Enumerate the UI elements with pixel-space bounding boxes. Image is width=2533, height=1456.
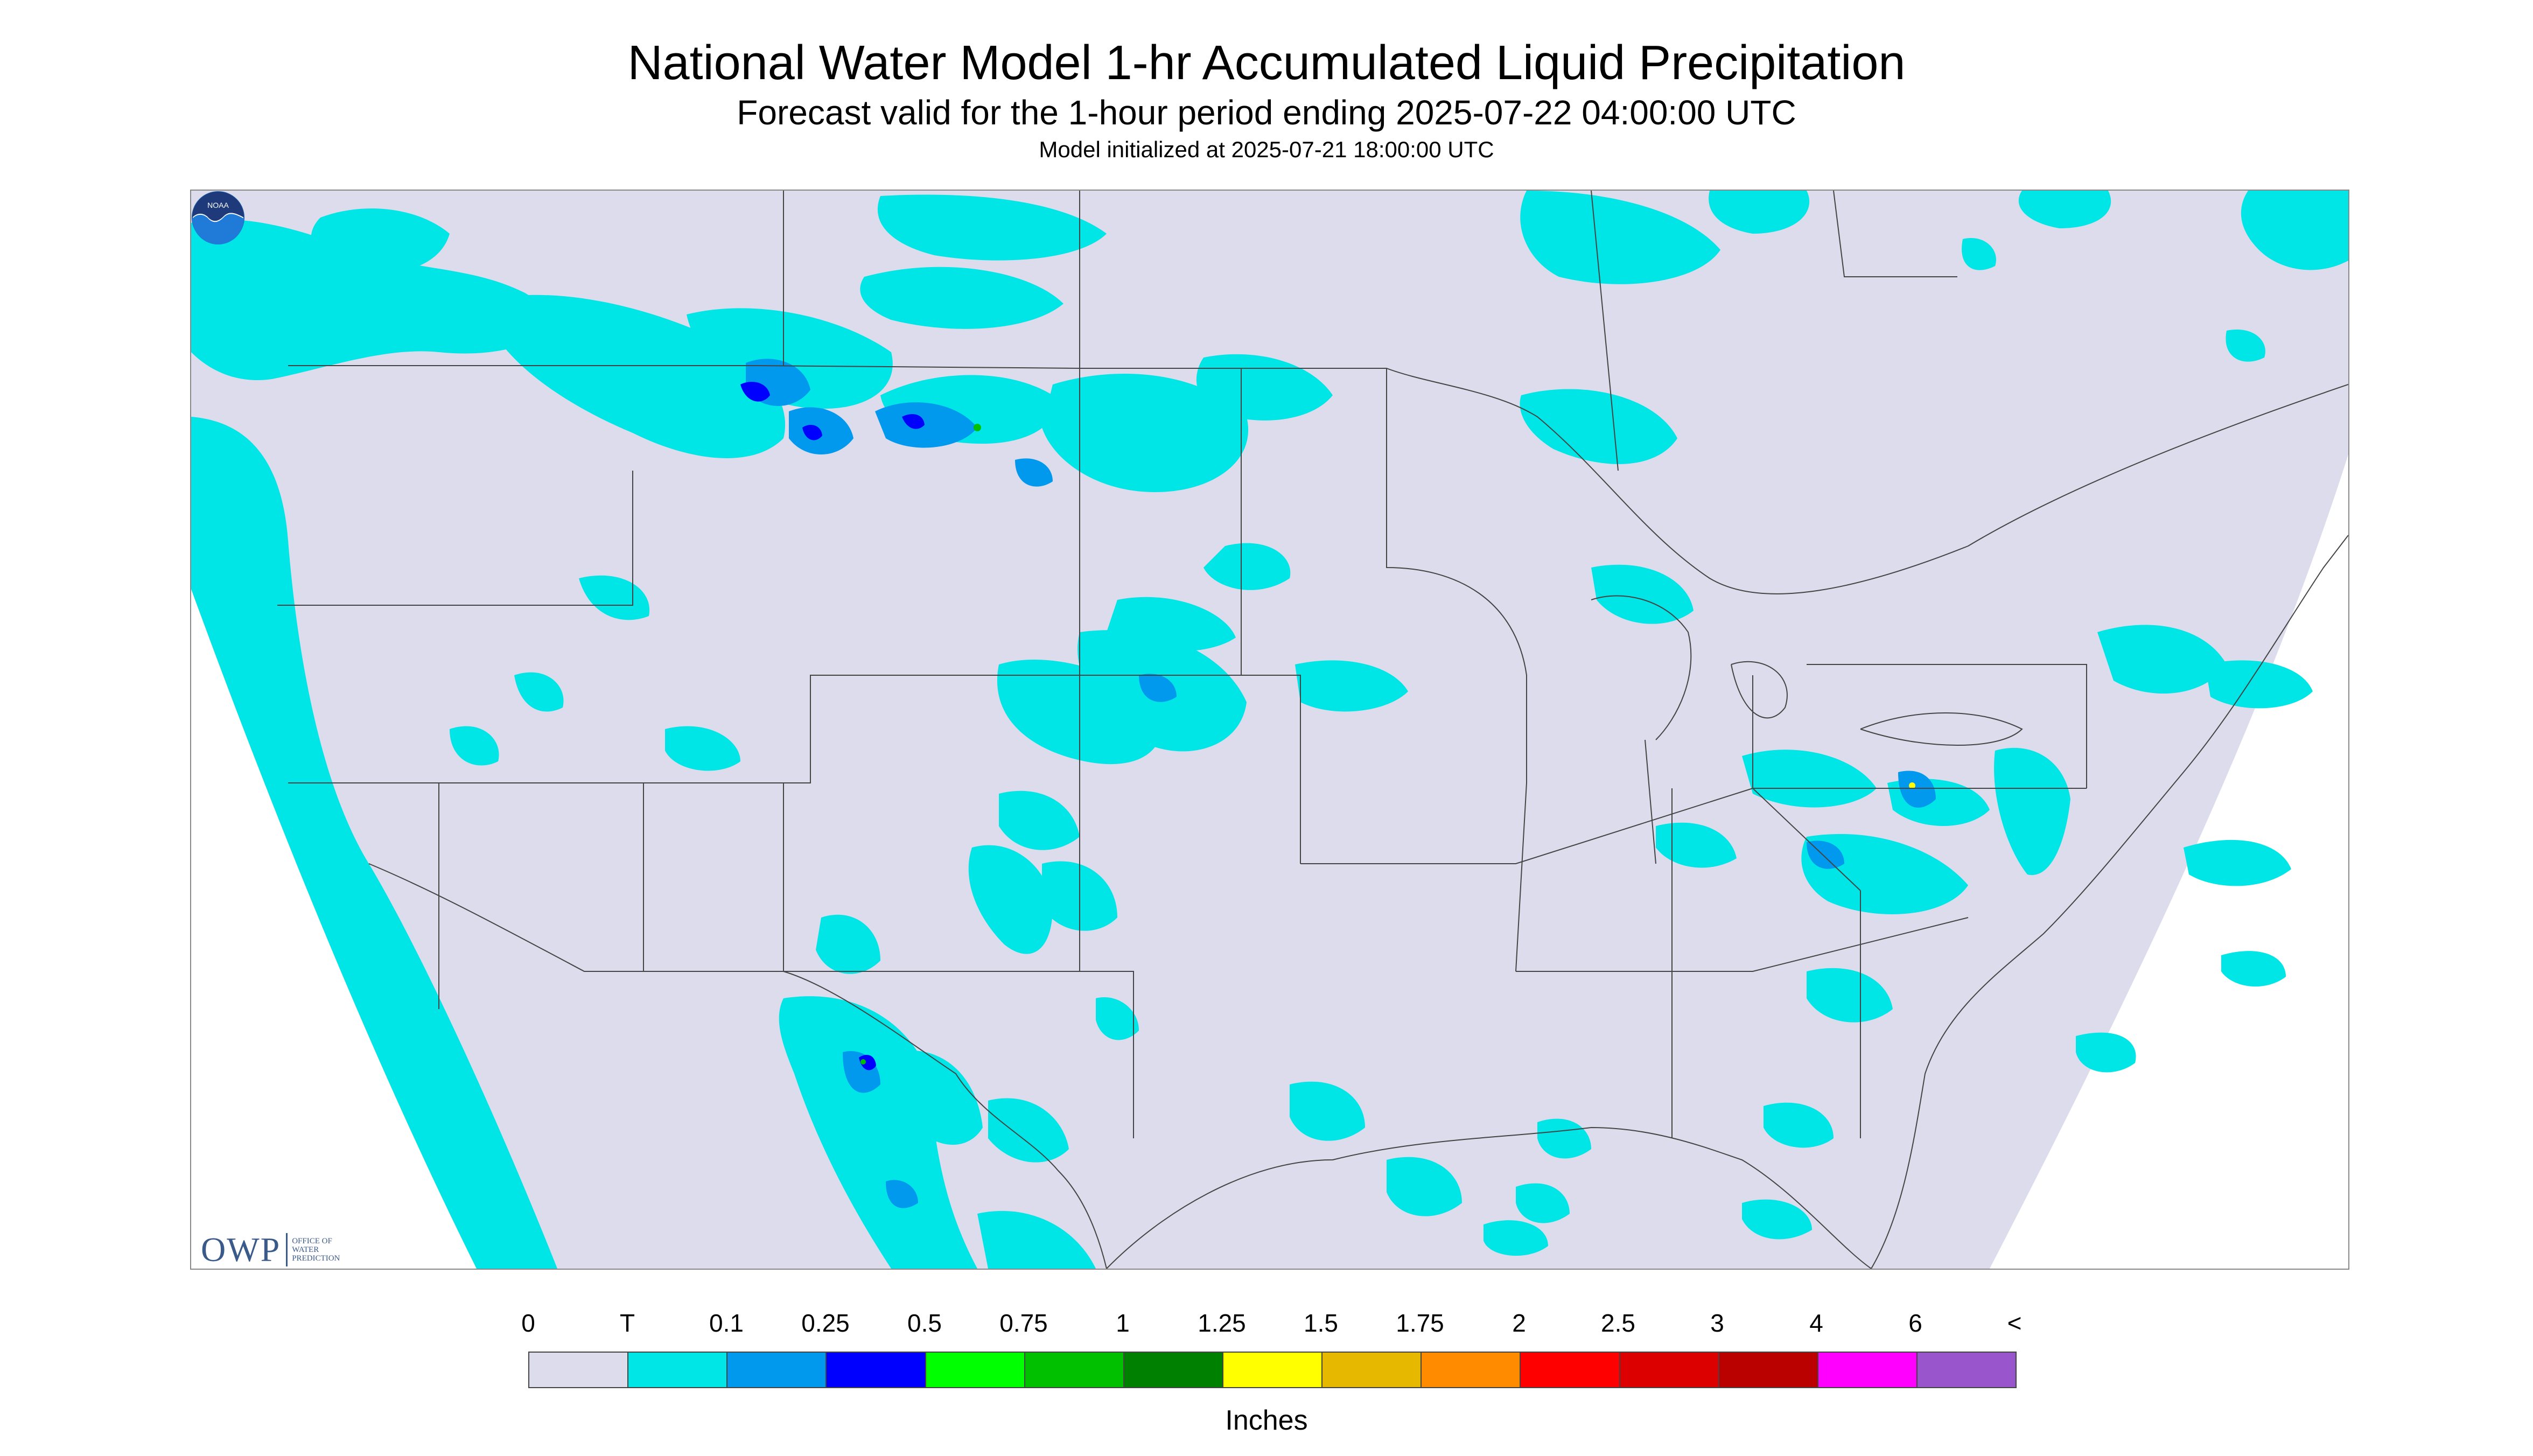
state-line-7 (1080, 675, 1301, 864)
state-line-12 (1516, 917, 1969, 972)
legend-tick: < (2007, 1309, 2022, 1337)
owp-logo-line: WATER (292, 1245, 319, 1254)
noaa-logo-text: NOAA (207, 201, 229, 209)
legend-units: Inches (1225, 1405, 1308, 1436)
legend-tick: 6 (1908, 1309, 1922, 1337)
canada-border (288, 365, 2348, 594)
legend-tick: 1.75 (1396, 1309, 1444, 1337)
legend-tick-labels: 0 T 0.1 0.25 0.5 0.75 1 1.25 1.5 1.75 2 … (0, 1308, 2533, 1341)
legend-tick: 2.5 (1601, 1309, 1635, 1337)
owp-logo-mark: OWP (201, 1230, 281, 1269)
legend-swatch (529, 1353, 629, 1387)
state-line-8 (783, 971, 1134, 1138)
legend-swatch (1818, 1353, 1918, 1387)
legend-swatch (1917, 1353, 2016, 1387)
legend-tick: 0.25 (801, 1309, 850, 1337)
precip-moderate-areas (740, 382, 925, 1070)
legend-swatch (1422, 1353, 1521, 1387)
state-line-11 (1300, 788, 2087, 864)
legend-tick: 0 (521, 1309, 535, 1337)
legend-tick: 1 (1116, 1309, 1130, 1337)
precipitation-map: OWP OFFICE OF WATER PREDICTION NOAA (190, 190, 2349, 1270)
map-boundaries (277, 191, 2348, 1269)
legend-swatch (1719, 1353, 1818, 1387)
legend-swatch (1521, 1353, 1620, 1387)
legend-tick: 1.5 (1304, 1309, 1338, 1337)
owp-logo: OWP OFFICE OF WATER PREDICTION (201, 1230, 340, 1269)
precip-light-areas (746, 359, 1936, 1208)
state-line-1 (277, 471, 633, 606)
legend-swatch (1620, 1353, 1719, 1387)
state-line-10 (1386, 368, 1527, 972)
model-init-line: Model initialized at 2025-07-21 18:00:00… (1039, 137, 1494, 162)
noaa-logo: NOAA (192, 191, 244, 244)
legend-swatch (1025, 1353, 1124, 1387)
atlantic-coast (1871, 535, 2348, 1269)
legend-swatch (926, 1353, 1025, 1387)
legend-swatch (727, 1353, 827, 1387)
owp-logo-line: OFFICE OF (292, 1237, 332, 1245)
legend-tick: 0.5 (907, 1309, 942, 1337)
legend-swatch (1323, 1353, 1422, 1387)
legend-color-bar (528, 1352, 2017, 1388)
map-subtitle: Forecast valid for the 1-hour period end… (737, 93, 1796, 132)
gulf-coast (1106, 1126, 1872, 1269)
state-line-16 (1645, 739, 1656, 864)
owp-logo-divider (286, 1233, 288, 1266)
legend-tick: 4 (1809, 1309, 1823, 1337)
state-line-14 (1752, 675, 1861, 891)
legend-tick: T (619, 1309, 635, 1337)
legend-tick: 3 (1710, 1309, 1724, 1337)
state-line-18 (783, 191, 1957, 471)
legend-swatch (628, 1353, 728, 1387)
owp-logo-line: PREDICTION (292, 1254, 340, 1263)
mexico-border (368, 863, 1107, 1269)
legend-swatch (1223, 1353, 1323, 1387)
map-title: National Water Model 1-hr Accumulated Li… (627, 36, 1906, 90)
legend-swatch (827, 1353, 926, 1387)
precip-heavy-spots (860, 424, 1915, 1065)
owp-logo-text: OFFICE OF WATER PREDICTION (292, 1237, 340, 1263)
legend-tick: 1.25 (1198, 1309, 1246, 1337)
state-line-17 (1807, 664, 2087, 788)
legend-tick: 0.1 (709, 1309, 744, 1337)
map-canvas (191, 191, 2348, 1269)
precip-trace-areas (191, 191, 2348, 1269)
state-line-2 (288, 675, 1080, 783)
great-lakes (1591, 595, 2023, 746)
legend-tick: 0.75 (999, 1309, 1048, 1337)
legend-swatch (1124, 1353, 1223, 1387)
legend-tick: 2 (1512, 1309, 1526, 1337)
